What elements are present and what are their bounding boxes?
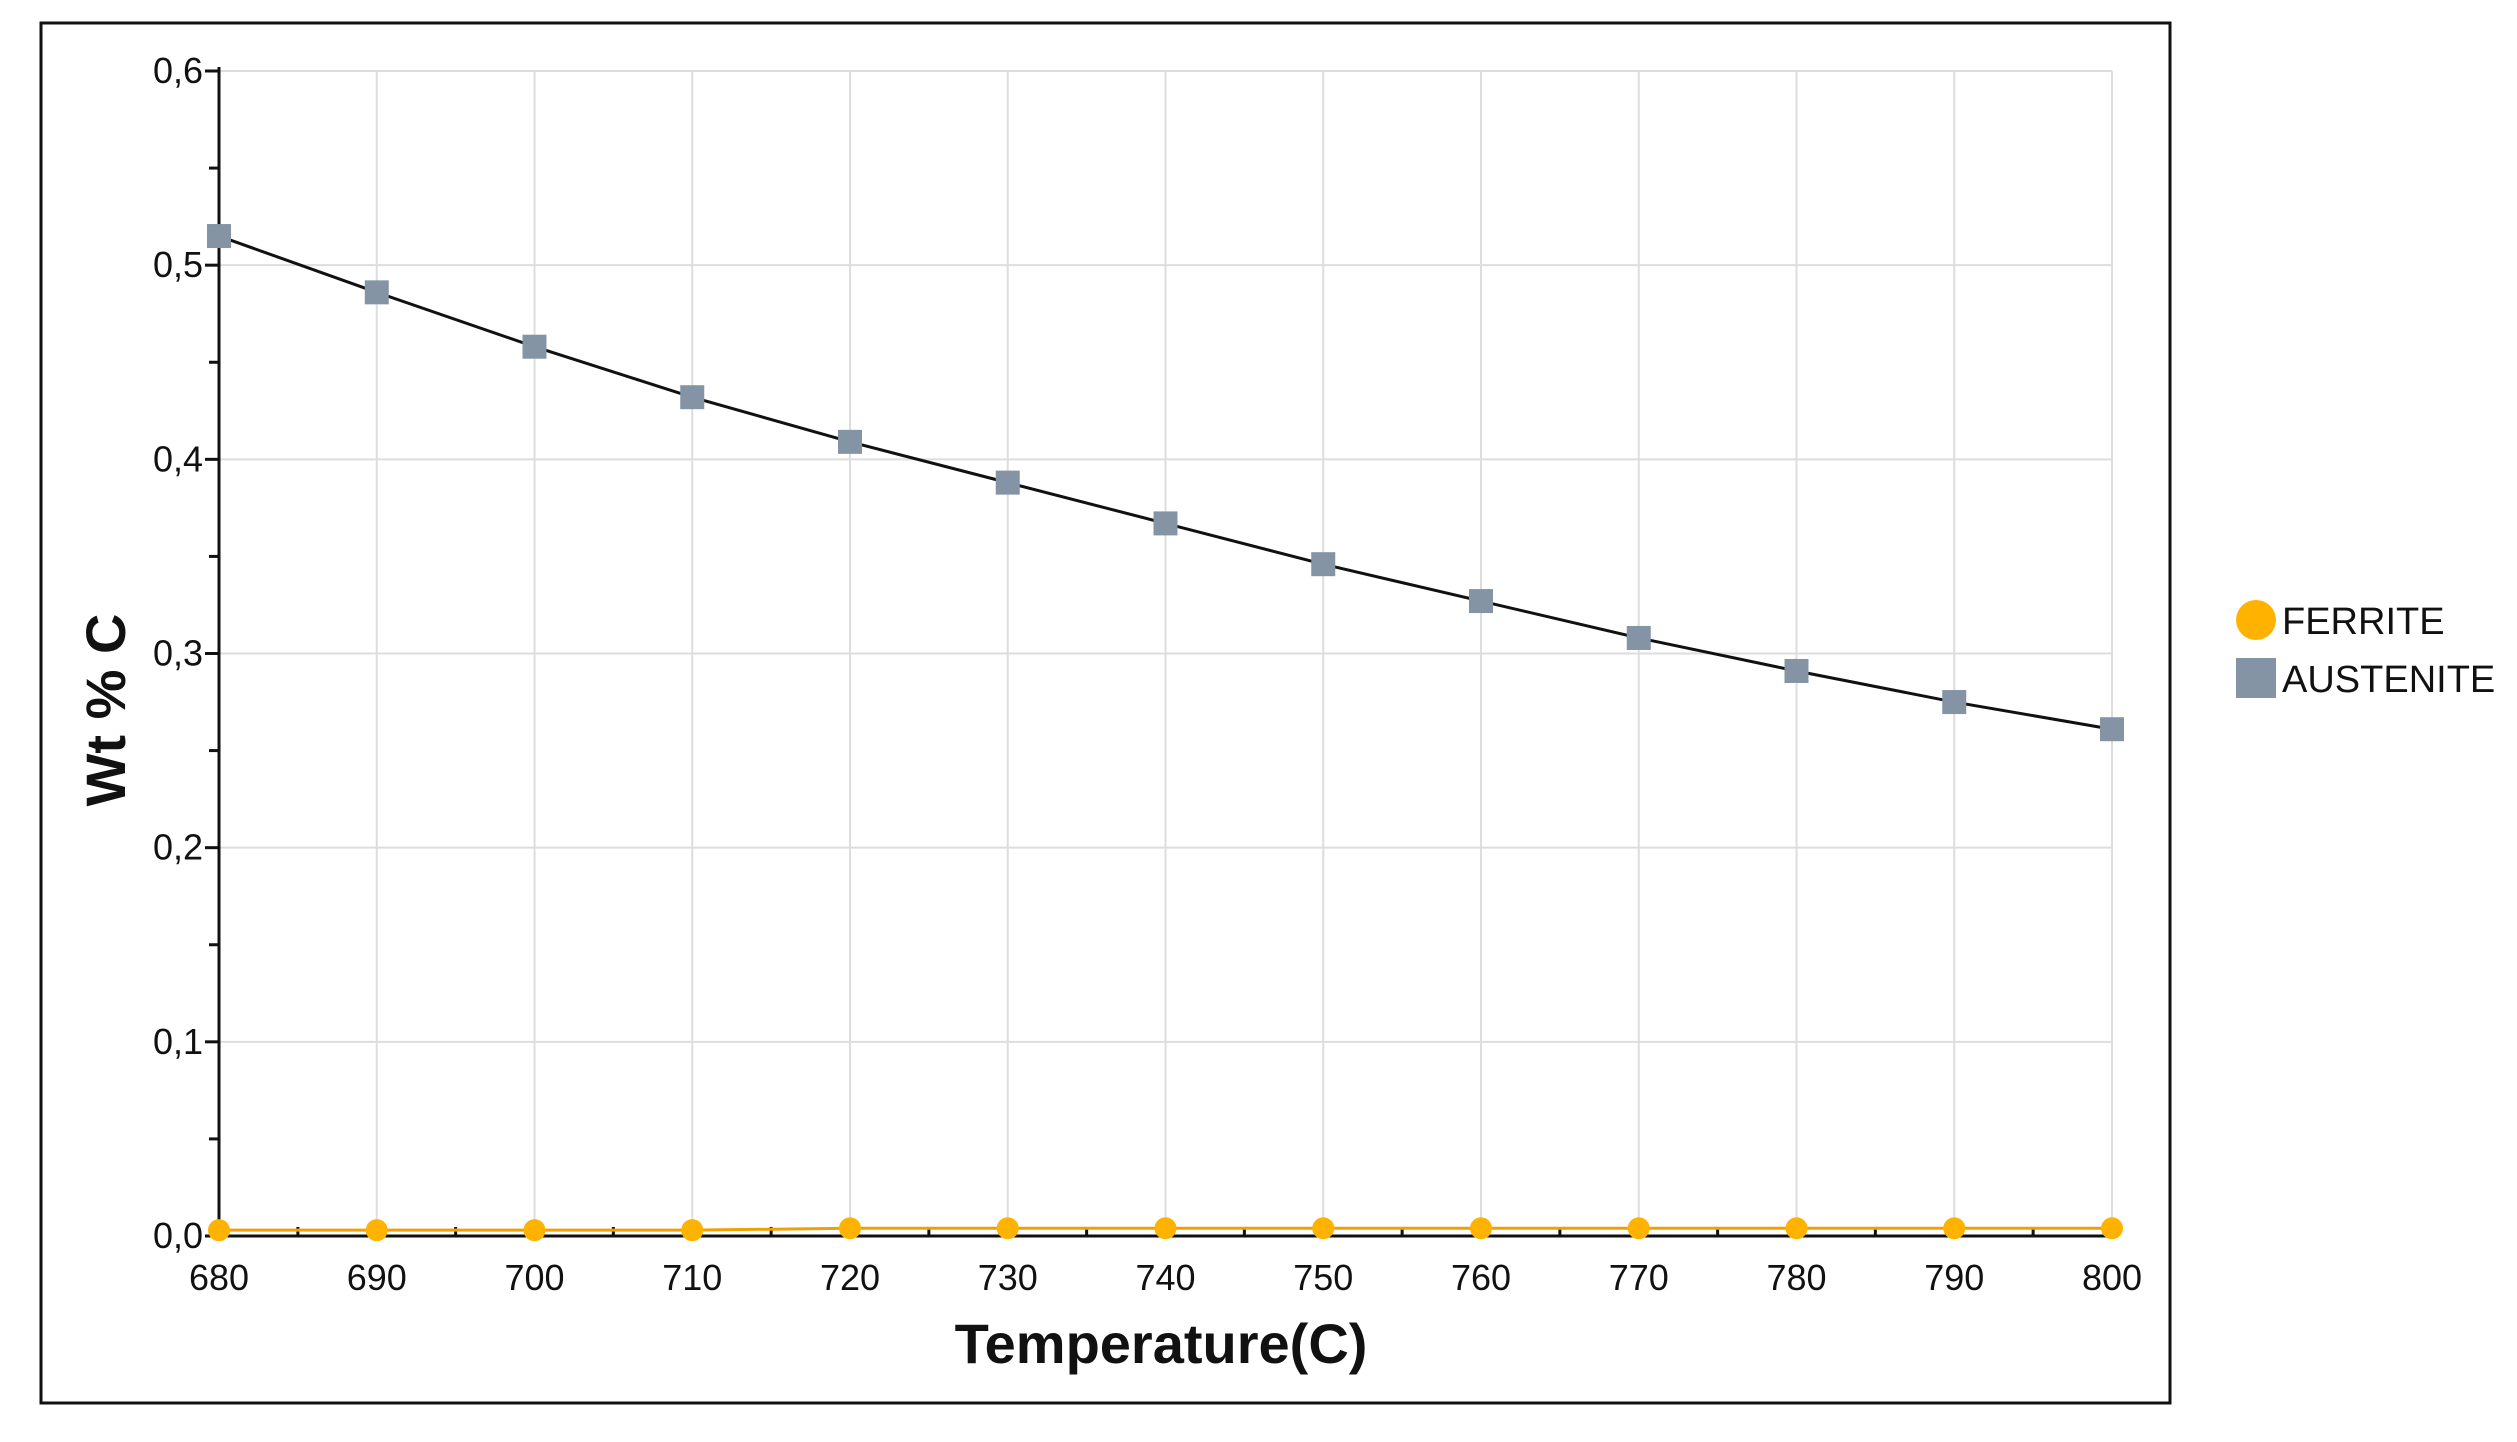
data-point-ferrite <box>1154 1217 1177 1240</box>
data-point-ferrite <box>208 1219 230 1242</box>
x-tick-label: 690 <box>347 1257 407 1298</box>
data-point-austenite <box>522 334 547 359</box>
data-point-ferrite <box>1470 1217 1492 1240</box>
series <box>207 224 2124 1242</box>
legend-marker-austenite <box>2236 658 2276 698</box>
legend-label-ferrite: FERRITE <box>2282 601 2445 643</box>
grid <box>219 70 2113 1236</box>
chart-frame <box>39 21 2172 1405</box>
data-point-ferrite <box>1627 1217 1650 1240</box>
x-tick-label: 710 <box>662 1257 722 1298</box>
data-point-austenite <box>1626 625 1651 650</box>
x-axis-title: Temperature(C) <box>955 1312 1368 1375</box>
y-tick-label: 0,3 <box>153 633 203 674</box>
data-point-austenite <box>1153 511 1178 536</box>
x-tick-label: 680 <box>189 1257 249 1298</box>
x-tick-label: 770 <box>1609 1257 1669 1298</box>
data-point-ferrite <box>1943 1217 1966 1240</box>
data-point-austenite <box>1469 589 1493 614</box>
data-point-austenite <box>995 470 1020 495</box>
x-tick-label: 780 <box>1766 1257 1826 1298</box>
y-tick-label: 0,6 <box>153 50 203 91</box>
x-tick-label: 790 <box>1924 1257 1984 1298</box>
data-point-ferrite <box>681 1219 704 1242</box>
data-point-ferrite <box>1785 1217 1808 1240</box>
x-tick-label: 720 <box>820 1257 880 1298</box>
y-tick-label: 0,5 <box>153 244 203 285</box>
data-point-austenite <box>838 429 862 454</box>
y-tick-label: 0,1 <box>153 1021 203 1062</box>
data-point-austenite <box>680 385 705 410</box>
data-point-ferrite <box>365 1219 388 1242</box>
data-point-austenite <box>2100 717 2124 742</box>
legend: FERRITE AUSTENITE <box>2236 600 2495 701</box>
data-point-austenite <box>1942 690 1967 715</box>
y-axis-title: Wt % C <box>74 614 137 807</box>
legend-label-austenite: AUSTENITE <box>2282 659 2495 701</box>
data-point-ferrite <box>996 1217 1019 1240</box>
data-point-ferrite <box>1312 1217 1335 1240</box>
y-tick-label: 0,0 <box>153 1215 203 1256</box>
legend-marker-ferrite <box>2236 600 2276 640</box>
y-tick-label: 0,4 <box>153 438 203 479</box>
data-point-austenite <box>364 280 389 305</box>
x-tick-label: 730 <box>978 1257 1038 1298</box>
x-tick-label: 740 <box>1135 1257 1195 1298</box>
data-point-austenite <box>207 224 231 249</box>
data-point-ferrite <box>2101 1217 2123 1240</box>
data-point-ferrite <box>523 1219 546 1242</box>
data-point-ferrite <box>839 1217 861 1240</box>
data-point-austenite <box>1784 658 1809 683</box>
x-tick-label: 700 <box>504 1257 564 1298</box>
tick-labels: 680 690 700 710 720 730 740 750 760 770 780 790 800 0… <box>153 50 2142 1298</box>
data-point-austenite <box>1311 552 1336 577</box>
y-tick-label: 0,2 <box>153 827 203 868</box>
x-tick-label: 800 <box>2082 1257 2142 1298</box>
x-tick-label: 750 <box>1293 1257 1353 1298</box>
x-tick-label: 760 <box>1451 1257 1511 1298</box>
